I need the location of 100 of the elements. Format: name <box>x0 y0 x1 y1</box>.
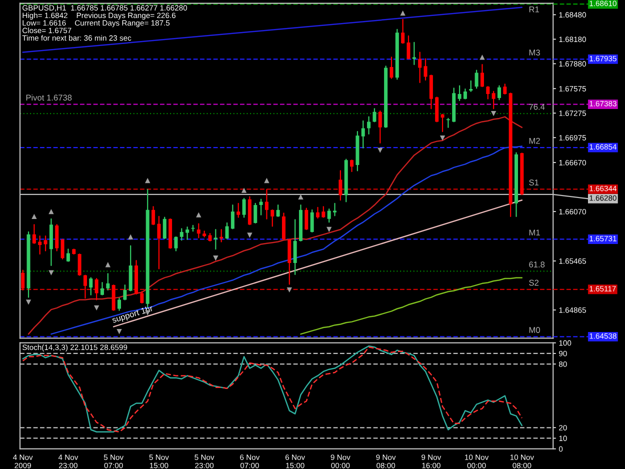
point <box>213 256 218 261</box>
candlestick <box>196 223 200 238</box>
point <box>480 54 485 60</box>
candlestick <box>401 19 405 44</box>
candlestick <box>89 277 93 296</box>
point <box>128 234 134 240</box>
point <box>145 178 150 184</box>
point <box>105 262 111 268</box>
annotation: 61.8 <box>529 262 545 268</box>
candlestick <box>270 209 274 227</box>
point <box>264 178 270 184</box>
candlestick <box>406 35 410 60</box>
candlestick <box>497 85 502 100</box>
point <box>48 208 54 214</box>
candlestick <box>486 86 490 100</box>
candlestick <box>310 209 314 233</box>
candlestick <box>38 236 42 255</box>
annotation: Pivot 1.6738 <box>26 94 72 101</box>
point <box>400 10 406 16</box>
candlestick <box>254 202 258 224</box>
candlestick <box>259 198 263 216</box>
point <box>94 305 100 311</box>
candlestick <box>480 64 484 88</box>
point <box>247 232 252 238</box>
candlestick <box>418 52 422 84</box>
candlestick <box>288 238 292 285</box>
candlestick <box>32 224 36 244</box>
candlestick <box>186 226 190 240</box>
candlestick <box>117 298 122 311</box>
candlestick <box>21 270 25 291</box>
point <box>48 270 54 276</box>
annotation: M3 <box>529 50 540 56</box>
candlestick <box>378 110 382 144</box>
annotation: S1 <box>529 180 539 186</box>
annotation: M0 <box>529 327 540 333</box>
candlestick <box>304 208 308 230</box>
candlestick <box>350 160 354 172</box>
candlestick <box>293 219 297 275</box>
annotation: M1 <box>529 230 540 236</box>
candlestick <box>152 206 156 226</box>
line-series <box>28 116 523 335</box>
annotation: M2 <box>529 138 540 144</box>
candlestick <box>225 222 229 240</box>
candlestick <box>214 228 218 250</box>
candlestick <box>230 204 234 230</box>
point <box>440 135 446 141</box>
candlestick <box>390 56 394 79</box>
candlestick <box>503 84 507 94</box>
candlestick <box>264 188 268 220</box>
point <box>490 110 496 116</box>
point <box>286 287 292 293</box>
point <box>32 214 37 220</box>
point <box>378 148 383 153</box>
candlestick <box>469 80 473 92</box>
candlestick <box>140 291 144 304</box>
candlestick <box>162 216 166 240</box>
candlestick <box>333 202 337 216</box>
candlestick <box>242 198 246 218</box>
point <box>116 329 122 334</box>
candlestick <box>458 85 462 102</box>
candlestick <box>361 120 365 148</box>
candlestick <box>60 238 64 260</box>
candlestick <box>474 70 478 89</box>
candlestick <box>429 74 433 110</box>
candlestick <box>78 253 82 276</box>
annotation: R1 <box>529 6 539 12</box>
candlestick <box>123 284 127 300</box>
point <box>298 194 304 200</box>
candlestick <box>327 208 331 223</box>
candlestick <box>367 116 371 135</box>
candlestick <box>372 108 376 122</box>
candlestick <box>322 206 326 218</box>
candlestick <box>94 278 98 300</box>
candlestick <box>276 204 280 218</box>
candlestick <box>316 206 320 219</box>
candlestick <box>157 216 161 270</box>
candlestick <box>106 273 110 291</box>
candlestick <box>66 248 70 262</box>
candlestick <box>412 42 416 66</box>
candlestick <box>236 202 240 218</box>
point <box>241 188 247 193</box>
point <box>196 212 202 218</box>
candlestick <box>100 282 104 296</box>
line-series <box>50 146 523 335</box>
candlestick <box>338 170 342 201</box>
candlestick <box>440 114 444 132</box>
candlestick <box>174 236 178 252</box>
candlestick <box>44 236 48 252</box>
point <box>26 300 32 305</box>
annotation: 76.4 <box>529 104 545 110</box>
candlestick <box>424 58 428 81</box>
candlestick <box>463 88 467 100</box>
line-series <box>300 277 523 335</box>
annotation: S2 <box>529 280 539 286</box>
candlestick <box>282 212 286 240</box>
point <box>326 226 332 232</box>
candlestick <box>220 228 224 242</box>
candlestick <box>55 224 59 252</box>
candlestick <box>492 90 496 110</box>
candlestick <box>83 274 87 299</box>
